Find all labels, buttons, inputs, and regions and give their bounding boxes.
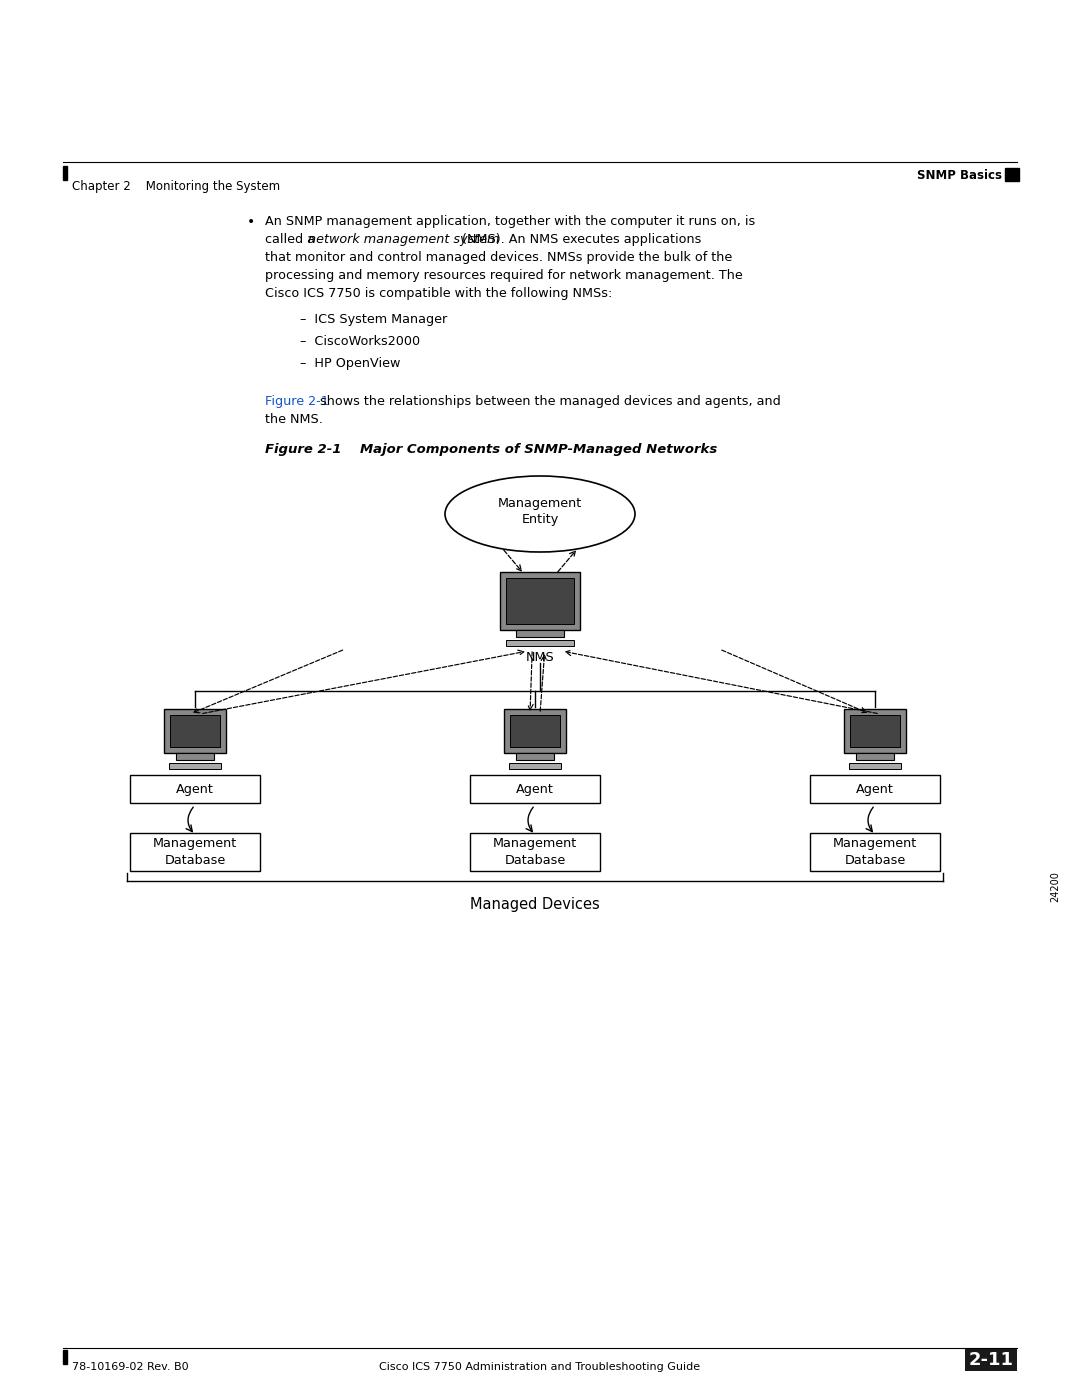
Text: Management
Database: Management Database	[833, 837, 917, 866]
Text: network management system: network management system	[308, 233, 499, 246]
Bar	[509, 763, 562, 768]
Bar	[500, 571, 580, 630]
Bar	[516, 753, 554, 760]
Text: –  CiscoWorks2000: – CiscoWorks2000	[300, 335, 420, 348]
Text: Agent: Agent	[856, 782, 894, 795]
Bar	[170, 715, 220, 747]
Bar	[63, 1350, 67, 1363]
Text: Management
Database: Management Database	[153, 837, 238, 866]
Bar	[507, 640, 573, 645]
Text: 2-11: 2-11	[969, 1351, 1013, 1369]
Bar	[856, 753, 893, 760]
Text: SNMP Basics: SNMP Basics	[917, 169, 1002, 182]
Text: that monitor and control managed devices. NMSs provide the bulk of the: that monitor and control managed devices…	[265, 251, 732, 264]
Bar	[470, 833, 600, 870]
Text: 78-10169-02 Rev. B0: 78-10169-02 Rev. B0	[72, 1362, 189, 1372]
Text: (NMS). An NMS executes applications: (NMS). An NMS executes applications	[458, 233, 701, 246]
Bar	[63, 166, 67, 180]
Text: the NMS.: the NMS.	[265, 414, 323, 426]
Bar	[168, 763, 221, 768]
Text: Agent: Agent	[516, 782, 554, 795]
Text: 24200: 24200	[1050, 870, 1059, 902]
Bar	[510, 715, 561, 747]
Text: NMS: NMS	[526, 651, 554, 664]
Bar	[966, 1350, 1017, 1370]
Text: An SNMP management application, together with the computer it runs on, is: An SNMP management application, together…	[265, 215, 755, 228]
Bar	[507, 578, 573, 624]
Text: •: •	[247, 215, 255, 229]
Bar	[810, 775, 940, 803]
Bar	[164, 710, 226, 753]
Text: Cisco ICS 7750 Administration and Troubleshooting Guide: Cisco ICS 7750 Administration and Troubl…	[379, 1362, 701, 1372]
Bar	[1005, 168, 1020, 182]
Text: Figure 2-1    Major Components of SNMP-Managed Networks: Figure 2-1 Major Components of SNMP-Mana…	[265, 443, 717, 455]
Text: –  HP OpenView: – HP OpenView	[300, 358, 401, 370]
Text: –  ICS System Manager: – ICS System Manager	[300, 313, 447, 326]
Bar	[850, 715, 900, 747]
Bar	[843, 710, 906, 753]
Bar	[130, 775, 260, 803]
Bar	[504, 710, 566, 753]
Bar	[470, 775, 600, 803]
Bar	[130, 833, 260, 870]
Bar	[176, 753, 214, 760]
Text: Chapter 2    Monitoring the System: Chapter 2 Monitoring the System	[72, 180, 280, 193]
Text: Cisco ICS 7750 is compatible with the following NMSs:: Cisco ICS 7750 is compatible with the fo…	[265, 286, 612, 300]
Text: Management
Database: Management Database	[492, 837, 577, 866]
Text: Agent: Agent	[176, 782, 214, 795]
Text: Managed Devices: Managed Devices	[470, 897, 599, 912]
Bar	[849, 763, 902, 768]
Bar	[516, 630, 564, 637]
Bar	[810, 833, 940, 870]
Text: called a: called a	[265, 233, 319, 246]
Text: Figure 2-1: Figure 2-1	[265, 395, 329, 408]
Text: shows the relationships between the managed devices and agents, and: shows the relationships between the mana…	[316, 395, 781, 408]
Text: processing and memory resources required for network management. The: processing and memory resources required…	[265, 270, 743, 282]
Text: Management
Entity: Management Entity	[498, 496, 582, 525]
